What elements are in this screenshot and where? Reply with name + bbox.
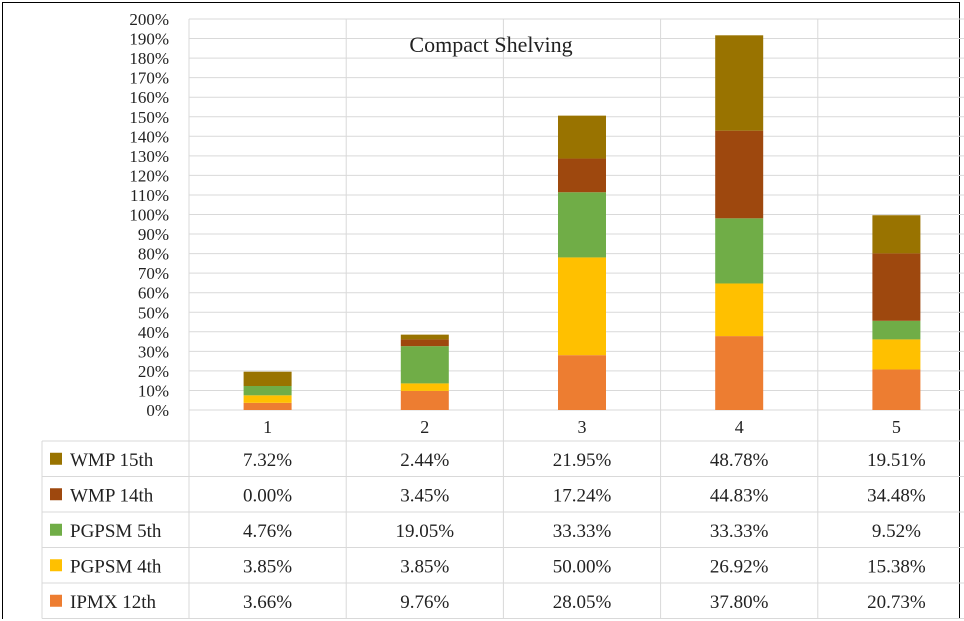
y-tick-label: 50% [138, 303, 169, 322]
bar-segment [243, 371, 292, 387]
y-tick-label: 130% [129, 147, 169, 166]
data-table-cell: 28.05% [553, 592, 612, 613]
y-tick-label: 160% [129, 88, 169, 107]
y-tick-label: 170% [129, 69, 169, 88]
y-tick-label: 70% [138, 264, 169, 283]
bar-segment [715, 283, 764, 337]
bar-segment [558, 355, 606, 410]
y-tick-label: 10% [138, 381, 169, 400]
data-table-cell: 19.51% [867, 450, 926, 471]
x-axis-ticks: 1 2 3 4 5 [263, 417, 901, 437]
gridlines [41, 18, 964, 619]
data-table-cell: 3.85% [400, 556, 449, 577]
data-table-cell: 21.95% [553, 450, 612, 471]
data-table-cell: 4.76% [243, 521, 292, 542]
bar-segment [715, 130, 764, 219]
data-table-cell: 2.44% [400, 450, 449, 471]
x-tick-label: 1 [263, 417, 272, 437]
bar-segment [715, 218, 764, 284]
legend-label: IPMX 12th [70, 592, 157, 613]
data-table-cell: 9.76% [400, 592, 449, 613]
data-table-cell: 34.48% [867, 485, 926, 506]
bar-segment [872, 215, 921, 254]
data-table-cell: 17.24% [553, 485, 612, 506]
y-tick-label: 90% [138, 225, 169, 244]
y-tick-label: 20% [138, 362, 169, 381]
legend-swatch [50, 523, 62, 536]
y-tick-label: 120% [129, 166, 169, 185]
legend-swatch [50, 452, 62, 465]
y-tick-label: 0% [146, 401, 169, 420]
y-tick-label: 40% [138, 323, 169, 342]
bar-segment [243, 386, 292, 396]
bar-segment [243, 402, 292, 410]
bar-segment [400, 383, 449, 391]
legend-label: WMP 14th [70, 485, 154, 506]
data-table-cell: 3.66% [243, 592, 292, 613]
data-table-cell: 15.38% [867, 556, 926, 577]
legend-swatch [50, 559, 62, 572]
x-tick-label: 5 [892, 417, 901, 437]
data-table-cell: 3.45% [400, 485, 449, 506]
y-tick-label: 110% [130, 186, 169, 205]
bar-segment [872, 369, 921, 410]
bar-segment [558, 158, 606, 193]
data-table-cell: 20.73% [867, 592, 926, 613]
data-table-cell: 0.00% [243, 485, 292, 506]
bar-segment [558, 115, 606, 159]
y-tick-label: 30% [138, 342, 169, 361]
data-table-cell: 9.52% [872, 521, 921, 542]
y-tick-label: 190% [129, 30, 169, 49]
y-tick-label: 60% [138, 284, 169, 303]
bar-segment [400, 334, 449, 340]
y-tick-label: 100% [129, 206, 169, 225]
x-tick-label: 4 [735, 417, 744, 437]
y-tick-label: 80% [138, 245, 169, 264]
bar-segment [243, 395, 292, 403]
bar-segment [558, 257, 606, 356]
bar-segment [400, 390, 449, 410]
y-tick-label: 180% [129, 49, 169, 68]
bar-segment [400, 346, 449, 384]
legend-label: PGPSM 4th [70, 556, 162, 577]
data-table-cell: 48.78% [710, 450, 769, 471]
data-table-cell: 3.85% [243, 556, 292, 577]
bar-segment [715, 35, 764, 131]
bar-segment [715, 336, 764, 410]
y-axis-ticks: 0%10%20%30%40%50%60%70%80%90%100%110%120… [129, 10, 169, 420]
data-table-cell: 44.83% [710, 485, 769, 506]
data-table: WMP 15th 7.32% 2.44% 21.95% 48.78% 19.51% WMP … [50, 450, 926, 613]
data-table-cell: 50.00% [553, 556, 612, 577]
bar-stacks [243, 35, 921, 410]
legend-label: WMP 15th [70, 450, 154, 471]
data-table-cell: 19.05% [396, 521, 455, 542]
legend-swatch [50, 488, 62, 501]
x-tick-label: 2 [420, 417, 429, 437]
data-table-cell: 33.33% [710, 521, 769, 542]
chart-title: Compact Shelving [409, 32, 572, 57]
y-tick-label: 140% [129, 127, 169, 146]
bar-segment [872, 339, 921, 370]
bar-segment [400, 339, 449, 347]
y-tick-label: 200% [129, 10, 169, 29]
legend-label: PGPSM 5th [70, 521, 162, 542]
y-tick-label: 150% [129, 108, 169, 127]
x-tick-label: 3 [578, 417, 587, 437]
data-table-cell: 7.32% [243, 450, 292, 471]
data-table-cell: 26.92% [710, 556, 769, 577]
bar-segment [872, 253, 921, 321]
bar-segment [558, 192, 606, 258]
legend-swatch [50, 594, 62, 607]
data-table-cell: 37.80% [710, 592, 769, 613]
data-table-cell: 33.33% [553, 521, 612, 542]
bar-segment [872, 320, 921, 340]
